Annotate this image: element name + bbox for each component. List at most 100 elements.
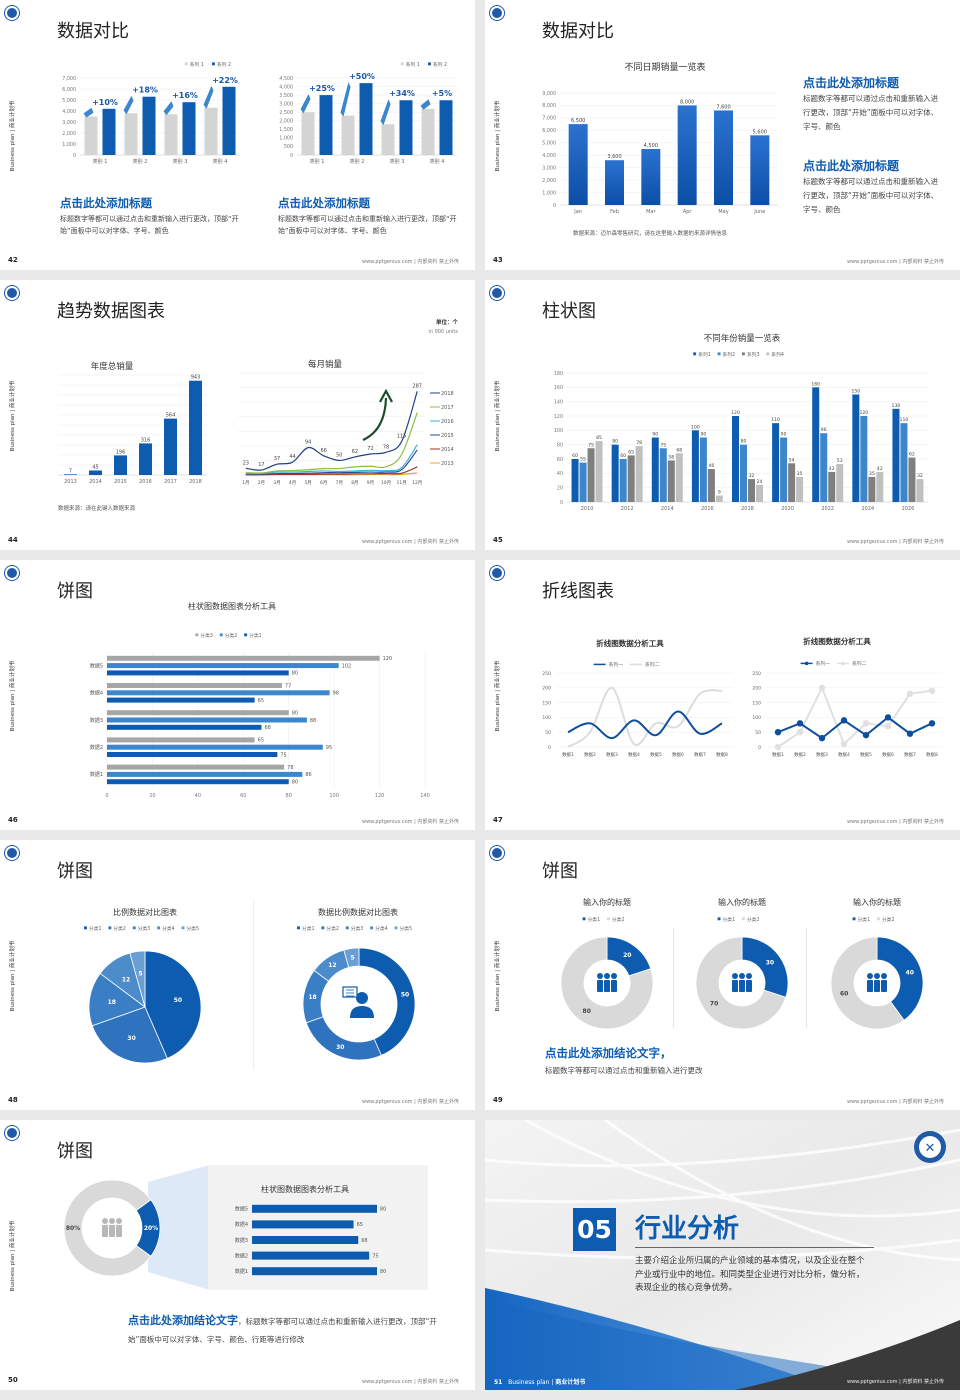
- data-label: 5: [351, 954, 355, 961]
- bar: [732, 416, 739, 502]
- data-label: 75: [660, 442, 666, 448]
- bar: [252, 1204, 377, 1213]
- slide-50: 20% 80% 80 数据5 65 数据4 68 数据3 75 数据2 80 数据1 柱状图数据图表分析…: [0, 1120, 475, 1390]
- x-tick-label: 9月: [367, 480, 374, 486]
- data-label: 30: [127, 1035, 135, 1042]
- x-tick-label: 数据8: [716, 751, 728, 758]
- x-tick-label: 类别 1: [93, 158, 108, 165]
- page-number: 48: [8, 1096, 18, 1104]
- heading-2[interactable]: 点击此处添加标题: [803, 159, 900, 173]
- data-marker: [928, 720, 936, 727]
- left-heading[interactable]: 点击此处添加标题: [60, 196, 152, 210]
- decor-curves: [485, 1120, 960, 1262]
- data-label: 78: [636, 440, 642, 446]
- chart-layer: 0 50 100 150 200 250 数据1 数据2 数据3 数据4 数据5 数据6 数据7 数据8 折…: [542, 636, 943, 758]
- head: [867, 973, 873, 979]
- growth-arrow-icon: [163, 101, 174, 116]
- bar: [341, 115, 355, 155]
- bar: [107, 764, 285, 770]
- heading-1[interactable]: 点击此处添加标题: [803, 76, 900, 90]
- x-tick-label: Apr: [683, 209, 693, 215]
- legend-label: 分类2: [747, 916, 760, 923]
- slide-title: 饼图: [542, 861, 578, 882]
- side-label: Business plan | 商业计划书: [495, 380, 501, 452]
- logo-mark: ✕: [925, 1141, 936, 1156]
- conclusion-body[interactable]: 标题数字等都可以通过点击和重新输入进行更改: [545, 1066, 703, 1075]
- y-tick-label: 4,500: [279, 76, 293, 82]
- data-label: 564: [166, 413, 176, 419]
- chart-layer: 0 1,000 2,000 3,000 4,000 5,000 6,000 7,000 8,00…: [542, 61, 778, 215]
- series-line: [245, 449, 418, 475]
- data-label: 196: [116, 449, 126, 455]
- data-label: 78: [383, 444, 389, 450]
- legend-label: 2016: [441, 419, 454, 425]
- legend-item: 分类2: [219, 632, 237, 639]
- x-tick-label: 4月: [289, 480, 296, 486]
- data-label: 75: [372, 1253, 378, 1259]
- data-label: 95: [326, 745, 332, 751]
- slide-title: 折线图表: [542, 581, 614, 602]
- conclusion-heading[interactable]: 点击此处添加结论文字，: [545, 1046, 672, 1060]
- unit-label: 单位：个: [435, 320, 458, 326]
- chart-title: 不同年份销量一览表: [704, 333, 781, 344]
- data-marker: [796, 729, 804, 736]
- logo-inner: [919, 1136, 941, 1158]
- y-tick-label: 4,000: [542, 153, 556, 159]
- right-body[interactable]: 标题数字等都可以通过点击和重新输入进行更改，顶部“开始”面板中可以对字体、字号、…: [278, 215, 457, 235]
- data-label: 100: [691, 424, 700, 430]
- data-label: 287: [412, 383, 422, 389]
- series-line: [567, 686, 723, 748]
- data-label: 85: [596, 435, 602, 441]
- section-description[interactable]: 主要介绍企业所归属的产业领域的基本情况，以及企业在整个产业或行业中的地位。和同类…: [635, 1256, 865, 1293]
- left-body[interactable]: 标题数字等都可以通过点击和重新输入进行更改，顶部“开始”面板中可以对字体、字号、…: [60, 215, 239, 235]
- bar: [107, 724, 262, 730]
- legend-label: 分类1: [249, 632, 262, 639]
- body-2[interactable]: 标题数字等都可以通过点击和重新输入进行更改，顶部“开始”面板中可以对字体、字号、…: [803, 177, 939, 214]
- legend-swatch: [582, 917, 586, 921]
- body-1[interactable]: 标题数字等都可以通过点击和重新输入进行更改，顶部“开始”面板中可以对字体、字号、…: [803, 94, 939, 131]
- legend-item: 系列2: [717, 351, 735, 358]
- x-tick-label: 数据6: [882, 751, 894, 758]
- bar: [107, 779, 289, 785]
- data-marker: [840, 740, 848, 748]
- data-label: 943: [191, 375, 201, 381]
- legend-label: 分类2: [326, 925, 339, 932]
- slide-49: 20 80 输入你的标题 分类1 分类2 30 70 输入你的标题 分类1 分类2 40 60 输入你的…: [485, 840, 960, 1110]
- x-tick-label: 数据2: [794, 751, 806, 758]
- section-title[interactable]: 行业分析: [635, 1214, 740, 1244]
- y-tick-label: 数据5: [235, 1206, 248, 1213]
- data-label: 7,600: [716, 104, 730, 110]
- body: [109, 1225, 115, 1237]
- y-tick-label: 6,000: [62, 87, 76, 93]
- x-tick-label: 11月: [397, 480, 407, 486]
- conclusion-text[interactable]: 点击此处添加结论文字，标题数字等都可以通过点击和重新输入进行更改，顶部“开始”面…: [128, 1312, 438, 1349]
- y-tick-label: 数据4: [90, 690, 103, 697]
- y-tick-label: 3,000: [542, 165, 556, 171]
- bar: [908, 457, 916, 502]
- data-label: 75: [588, 442, 594, 448]
- dark-wave: [735, 1320, 960, 1390]
- bar: [301, 112, 315, 155]
- x-tick-label: 类别 2: [350, 158, 365, 165]
- y-tick-label: 100: [542, 715, 551, 721]
- logo: [490, 6, 504, 20]
- data-label: 4,500: [644, 143, 658, 149]
- y-tick-label: 150: [542, 700, 551, 706]
- logo: [490, 846, 504, 860]
- data-label: 75: [280, 752, 286, 758]
- slide-44: 7 2013 45 2014 196 2015 316 2016 564 2017 943 2018 年…: [0, 280, 475, 550]
- legend-label: 分类4: [375, 925, 388, 932]
- data-label: 68: [361, 1238, 367, 1244]
- data-label: 5: [138, 971, 142, 978]
- series-line: [245, 391, 418, 471]
- data-label: 32: [749, 473, 755, 479]
- bar: [89, 470, 102, 475]
- head: [611, 973, 617, 979]
- bar: [252, 1220, 354, 1229]
- data-label: 60: [572, 453, 578, 459]
- legend-item: 系列二: [837, 660, 867, 667]
- legend-item: 分类1: [717, 916, 735, 923]
- data-label: 98: [333, 691, 339, 697]
- right-heading[interactable]: 点击此处添加标题: [278, 196, 370, 210]
